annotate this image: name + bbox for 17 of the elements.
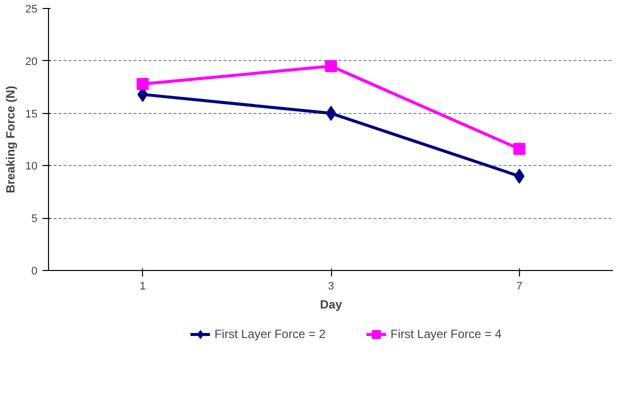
point (513, 142, 526, 155)
legend-label: First Layer Force = 4 (390, 327, 502, 341)
y-tick-label: 5 (31, 213, 38, 226)
y-tick-label: 0 (31, 266, 38, 278)
y-tick-label: 25 (25, 4, 38, 16)
y-tick-label: 20 (25, 56, 38, 68)
x-axis-title: Day (320, 298, 342, 312)
y-tick-label: 10 (25, 160, 38, 173)
x-tick-label: 7 (516, 280, 522, 292)
y-tick-label: 15 (25, 108, 38, 120)
x-tick-label: 3 (328, 280, 334, 292)
point (136, 78, 149, 90)
y-axis-title: Breaking Force (N) (3, 86, 18, 194)
legend-label: First Layer Force = 2 (214, 327, 326, 341)
point (326, 106, 336, 121)
x-tick-label: 1 (140, 280, 146, 292)
point (325, 60, 337, 72)
